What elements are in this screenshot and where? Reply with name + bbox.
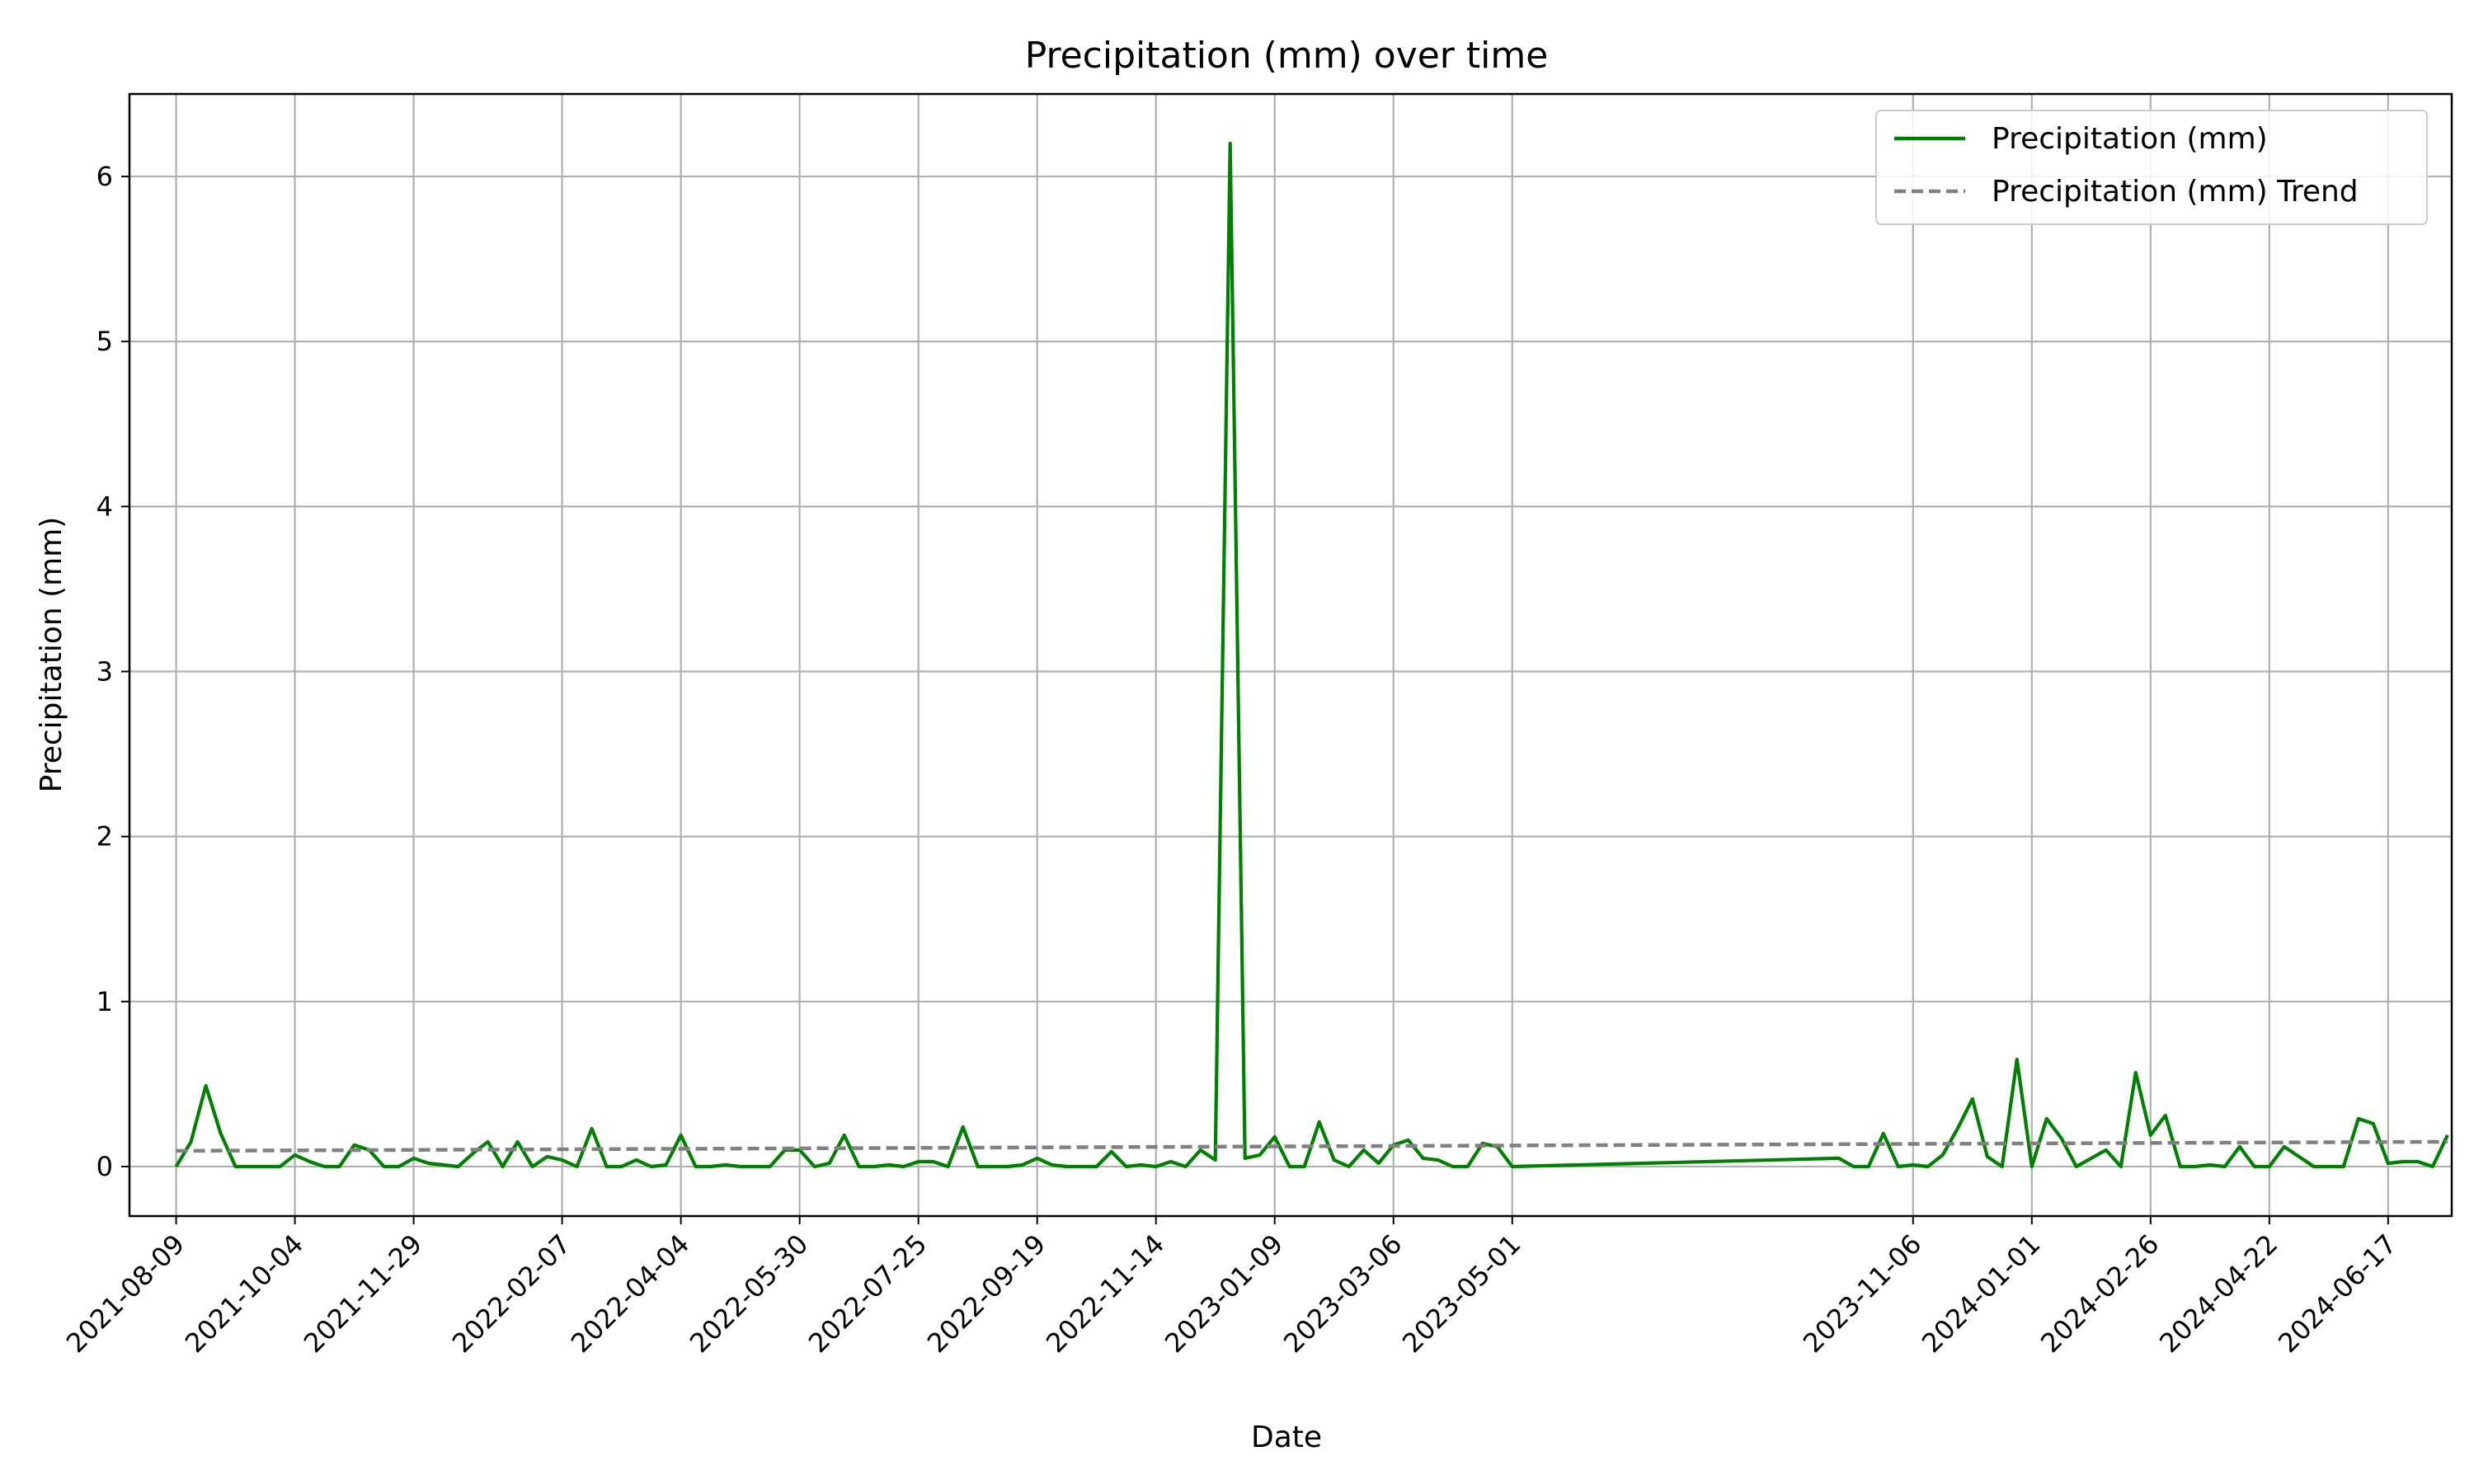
y-tick-label: 5 (96, 326, 113, 357)
x-axis-title: Date (1251, 1421, 1322, 1454)
grid-lines (129, 94, 2452, 1216)
y-tick-label: 0 (96, 1151, 113, 1182)
legend: Precipitation (mm) Precipitation (mm) Tr… (1875, 110, 2428, 225)
series-line-precipitation (174, 141, 2449, 1169)
y-tick-label: 2 (96, 821, 113, 852)
y-tick-label: 4 (96, 491, 113, 522)
legend-box (1875, 110, 2428, 225)
y-tick-label: 3 (96, 656, 113, 688)
y-axis-title: Precipitation (mm) (35, 517, 68, 793)
y-tick-label: 1 (96, 986, 113, 1017)
y-tick-label: 6 (96, 161, 113, 192)
legend-label-precipitation: Precipitation (mm) (1992, 122, 2268, 156)
series-line-trend (176, 1139, 2448, 1153)
chart-title: Precipitation (mm) over time (1025, 35, 1549, 77)
series-layer (174, 141, 2449, 1169)
plot-area-frame (128, 92, 2453, 1218)
legend-label-trend: Precipitation (mm) Trend (1992, 175, 2359, 209)
